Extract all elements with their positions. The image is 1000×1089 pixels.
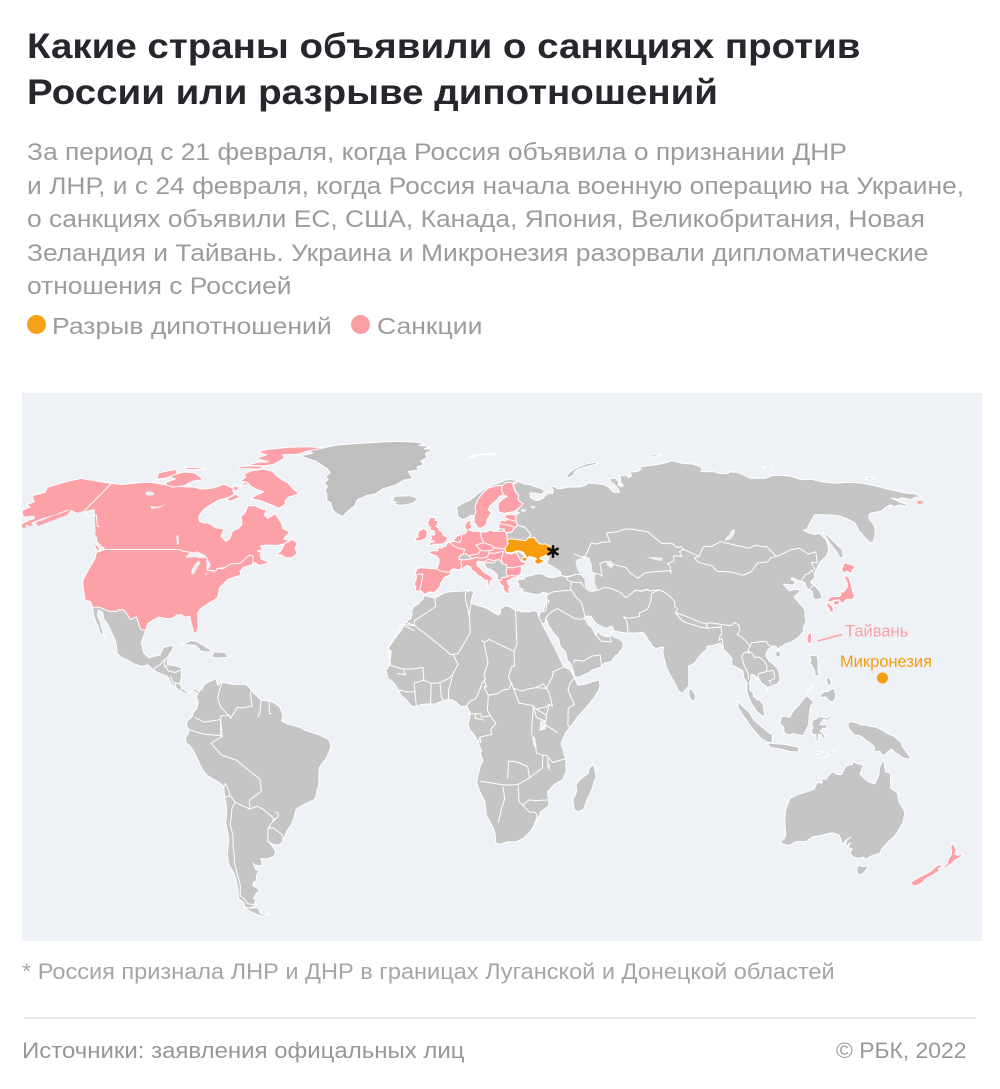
svg-text:Микронезия: Микронезия <box>840 653 932 671</box>
svg-text:Тайвань: Тайвань <box>845 623 908 641</box>
